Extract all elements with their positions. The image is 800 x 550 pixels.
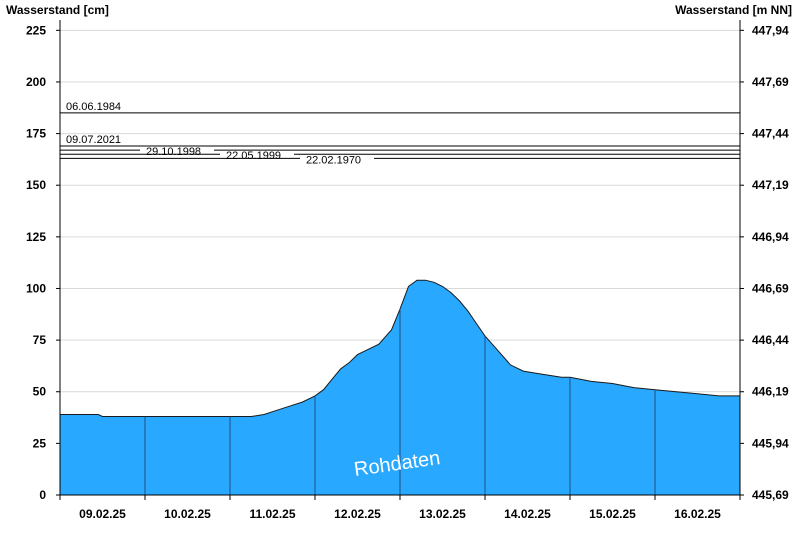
left-tick-label: 75 <box>33 333 47 347</box>
historic-level-label: 29.10.1998 <box>146 146 201 158</box>
x-tick-label: 11.02.25 <box>249 507 295 521</box>
historic-level-label: 06.06.1984 <box>66 101 121 113</box>
historic-level: 09.07.2021 <box>60 134 740 147</box>
right-tick-label: 446,19 <box>752 385 789 399</box>
historic-level-label: 22.05.1999 <box>226 150 281 162</box>
right-tick-label: 446,44 <box>752 333 789 347</box>
historic-level: 29.10.1998 <box>60 146 740 158</box>
historic-level: 06.06.1984 <box>60 101 740 114</box>
left-tick-label: 225 <box>26 23 46 37</box>
left-tick-label: 100 <box>26 281 46 295</box>
x-tick-label: 12.02.25 <box>334 507 381 521</box>
historic-level: 22.02.1970 <box>60 154 740 166</box>
historic-levels-layer: 06.06.1984 09.07.2021 29.10.1998 22.05.1999… <box>60 101 740 166</box>
left-tick-label: 150 <box>26 178 46 192</box>
x-tick-label: 13.02.25 <box>419 507 466 521</box>
x-tick-label: 09.02.25 <box>79 507 126 521</box>
water-level-line <box>60 279 740 417</box>
right-tick-label: 446,94 <box>752 230 789 244</box>
left-axis-title: Wasserstand [cm] <box>6 3 109 17</box>
left-tick-label: 25 <box>33 436 47 450</box>
left-tick-label: 125 <box>26 230 46 244</box>
left-tick-label: 0 <box>39 488 46 502</box>
day-separator-layer <box>144 309 656 495</box>
left-tick-label: 50 <box>33 385 47 399</box>
grid-layer <box>60 29 740 444</box>
right-tick-label: 447,69 <box>752 75 789 89</box>
historic-level-label: 22.02.1970 <box>306 154 361 166</box>
left-tick-label: 175 <box>26 127 46 141</box>
right-tick-label: 445,94 <box>752 436 789 450</box>
x-tick-label: 15.02.25 <box>589 507 636 521</box>
ticks-layer: 0 445,69 25 445,94 50 446,19 75 446,44 100 446,69… <box>26 23 789 521</box>
historic-level: 22.05.1999 <box>60 150 740 162</box>
right-tick-label: 447,94 <box>752 23 789 37</box>
historic-level-label: 09.07.2021 <box>66 134 121 146</box>
right-tick-label: 446,69 <box>752 281 789 295</box>
right-tick-label: 447,19 <box>752 178 789 192</box>
x-tick-label: 10.02.25 <box>164 507 211 521</box>
right-axis-title: Wasserstand [m NN] <box>675 3 792 17</box>
x-tick-label: 14.02.25 <box>504 507 551 521</box>
left-tick-label: 200 <box>26 75 46 89</box>
x-tick-label: 16.02.25 <box>674 507 721 521</box>
right-tick-label: 447,44 <box>752 127 789 141</box>
right-tick-label: 445,69 <box>752 488 789 502</box>
